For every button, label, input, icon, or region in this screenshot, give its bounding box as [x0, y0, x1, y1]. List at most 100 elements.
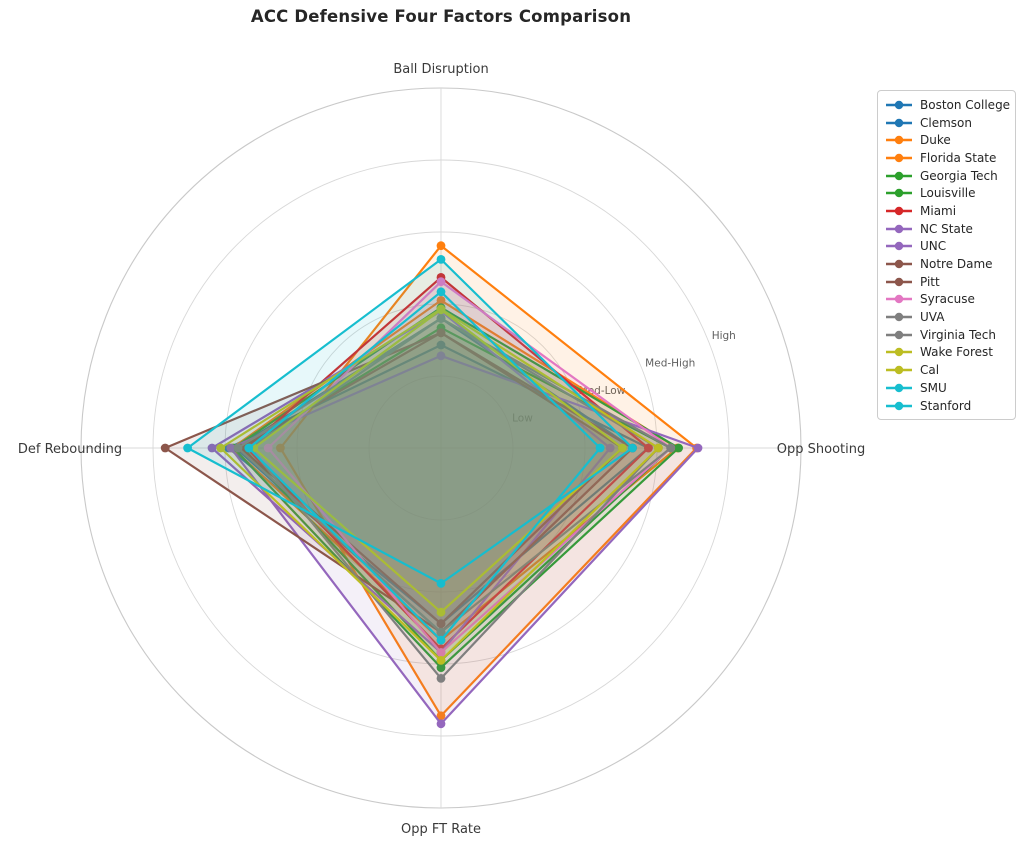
legend-label: UNC [920, 239, 947, 254]
data-point [160, 443, 170, 453]
legend-item-boston-college: Boston College [885, 96, 1011, 114]
legend-line-marker-swatch [886, 277, 912, 286]
legend-item-smu: SMU [885, 379, 1011, 397]
legend-line-marker-swatch [886, 295, 912, 304]
legend-item-syracuse: Syracuse [885, 291, 1011, 309]
legend-line-marker-swatch [886, 136, 912, 145]
data-point [436, 607, 446, 617]
data-point [595, 443, 605, 453]
legend-item-wake-forest: Wake Forest [885, 344, 1011, 362]
data-point [436, 314, 446, 323]
legend-label: Boston College [920, 97, 1011, 112]
data-point [605, 443, 615, 453]
r-tick-label: High [712, 330, 736, 342]
legend-item-pitt: Pitt [885, 273, 1011, 291]
data-point [674, 443, 683, 453]
legend-label: Florida State [920, 150, 997, 165]
data-point [216, 443, 226, 453]
data-point [666, 443, 676, 453]
legend-item-unc: UNC [885, 238, 1011, 256]
legend-line-marker-swatch [886, 224, 912, 233]
legend-label: Virginia Tech [920, 327, 996, 342]
data-point [654, 443, 663, 453]
legend-item-clemson: Clemson [885, 114, 1011, 132]
data-point [436, 619, 446, 629]
data-point [618, 443, 627, 453]
data-point [436, 287, 446, 297]
legend-line-marker-swatch [886, 171, 912, 180]
legend-label: Syracuse [920, 292, 975, 307]
legend-line-marker-swatch [886, 348, 912, 357]
legend-line-marker-swatch [886, 206, 912, 216]
legend-line-marker-swatch [886, 118, 912, 127]
legend-label: Miami [920, 203, 957, 218]
axis-label-opp-ft-rate: Opp FT Rate [401, 822, 481, 837]
data-point [436, 579, 446, 588]
data-point [628, 443, 637, 453]
data-point [436, 627, 446, 637]
data-point [276, 443, 285, 453]
data-point [233, 443, 243, 453]
legend-line-marker-swatch [886, 259, 912, 269]
legend-label: Pitt [920, 274, 940, 289]
data-point [436, 711, 446, 721]
legend-item-virginia-tech: Virginia Tech [885, 326, 1011, 344]
legend-item-stanford: Stanford [885, 397, 1011, 415]
legend-line-marker-swatch [886, 189, 912, 198]
data-point [207, 443, 217, 453]
legend-line-marker-swatch [886, 312, 912, 322]
legend-label: NC State [920, 221, 973, 236]
legend-item-florida-state: Florida State [885, 149, 1011, 167]
legend-line-marker-swatch [886, 242, 912, 251]
data-point [244, 443, 254, 453]
axis-label-def-rebounding: Def Rebounding [18, 442, 122, 457]
legend-label: Cal [920, 363, 940, 378]
data-point [436, 328, 446, 338]
legend-item-louisville: Louisville [885, 184, 1011, 202]
legend-line-marker-swatch [886, 365, 912, 375]
data-point [436, 648, 446, 657]
axis-label-ball-disruption: Ball Disruption [393, 62, 488, 77]
legend-label: Louisville [920, 186, 976, 201]
legend-item-notre-dame: Notre Dame [885, 255, 1011, 273]
legend-label: Notre Dame [920, 257, 993, 272]
legend-line-marker-swatch [886, 153, 912, 163]
data-point [436, 255, 446, 264]
data-point [436, 635, 446, 645]
data-point [436, 241, 446, 251]
chart-title: ACC Defensive Four Factors Comparison [250, 7, 632, 26]
legend-label: Stanford [920, 398, 972, 413]
data-point [436, 656, 446, 665]
r-tick-label: Low [512, 413, 533, 425]
legend-label: Wake Forest [920, 345, 993, 360]
legend-line-marker-swatch [886, 401, 912, 410]
data-point [436, 305, 446, 315]
data-point [436, 340, 446, 350]
legend-item-nc-state: NC State [885, 220, 1011, 238]
data-point [644, 443, 653, 453]
data-point [436, 277, 446, 287]
data-point [436, 674, 446, 683]
legend-label: UVA [920, 310, 945, 325]
axis-label-opp-shooting: Opp Shooting [777, 442, 865, 457]
r-tick-label: Med-High [645, 357, 695, 369]
legend-item-uva: UVA [885, 308, 1011, 326]
data-point [436, 663, 446, 672]
legend-label: SMU [920, 380, 947, 395]
legend-line-marker-swatch [886, 330, 912, 339]
legend-item-georgia-tech: Georgia Tech [885, 167, 1011, 185]
legend-line-marker-swatch [886, 100, 912, 110]
data-point [436, 296, 446, 305]
legend-line-marker-swatch [886, 383, 912, 393]
legend-item-miami: Miami [885, 202, 1011, 220]
legend-label: Duke [920, 133, 951, 148]
data-point [263, 443, 273, 453]
data-point [183, 443, 193, 453]
legend-item-cal: Cal [885, 361, 1011, 379]
data-point [436, 719, 446, 729]
data-point [436, 351, 446, 361]
legend-label: Clemson [920, 115, 972, 130]
data-point [226, 443, 236, 453]
legend-item-duke: Duke [885, 131, 1011, 149]
